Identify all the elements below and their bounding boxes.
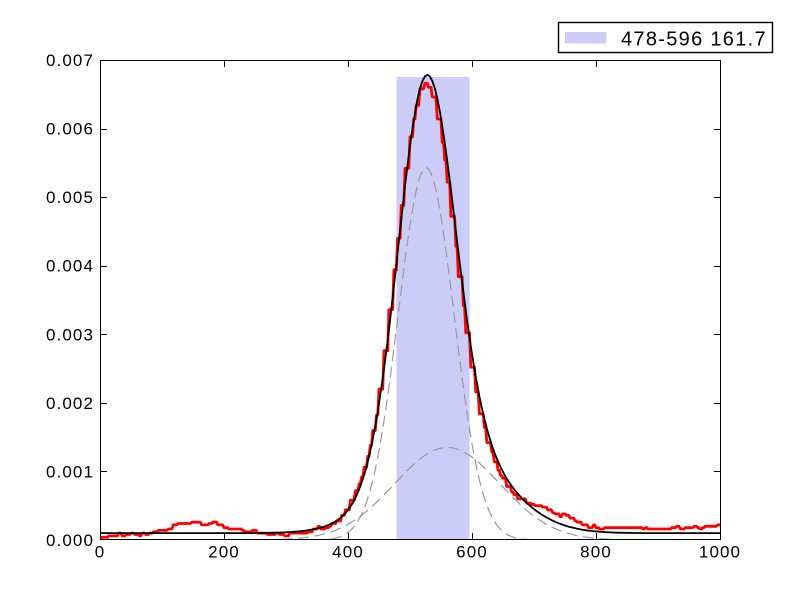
- svg-text:0.001: 0.001: [46, 462, 94, 481]
- svg-text:0.007: 0.007: [46, 51, 94, 70]
- svg-text:800: 800: [580, 543, 612, 562]
- svg-text:200: 200: [208, 543, 240, 562]
- svg-text:0.000: 0.000: [46, 531, 94, 550]
- svg-text:0.003: 0.003: [46, 325, 94, 344]
- svg-text:0.005: 0.005: [46, 188, 94, 207]
- svg-text:400: 400: [332, 543, 364, 562]
- svg-text:0.006: 0.006: [46, 120, 94, 139]
- svg-text:478-596 161.7: 478-596 161.7: [621, 29, 767, 51]
- svg-text:600: 600: [456, 543, 488, 562]
- svg-text:1000: 1000: [699, 543, 741, 562]
- svg-text:0.002: 0.002: [46, 394, 94, 413]
- svg-text:0.004: 0.004: [46, 257, 94, 276]
- svg-text:0: 0: [95, 543, 106, 562]
